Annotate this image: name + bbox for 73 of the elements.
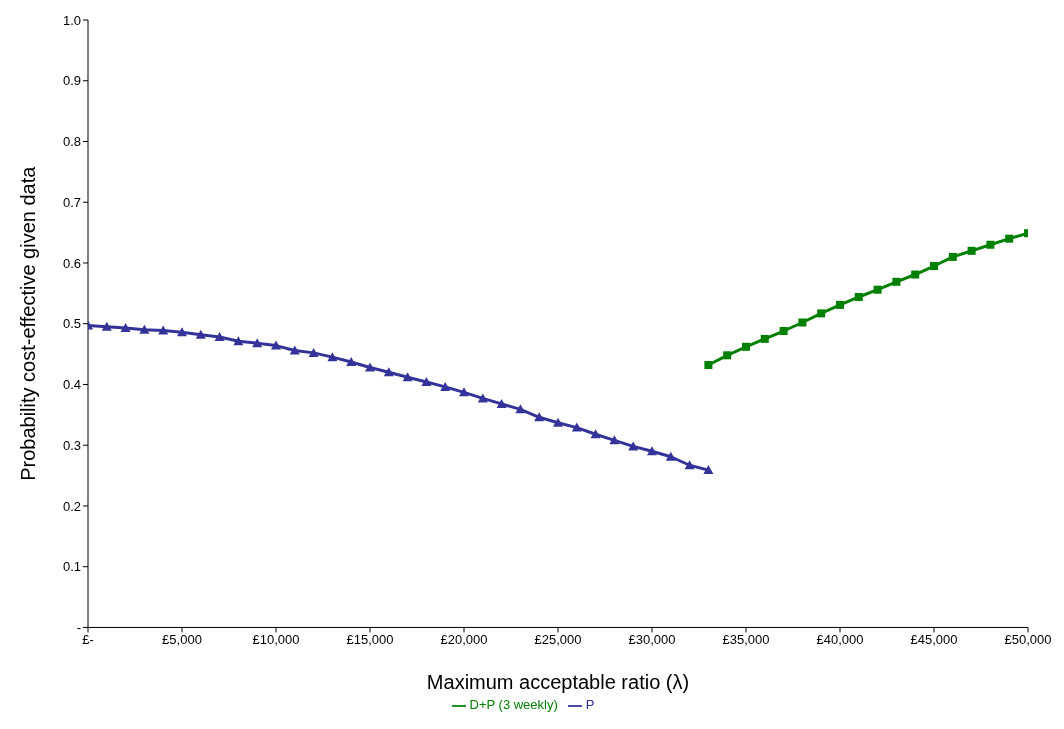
x-axis-title: Maximum acceptable ratio (λ) bbox=[426, 671, 690, 694]
x-tick-label: £50,000 bbox=[1004, 631, 1052, 647]
y-tick-label: 0.9 bbox=[62, 73, 81, 89]
point bbox=[911, 270, 920, 279]
point bbox=[139, 324, 150, 334]
y-tick-label: 0.5 bbox=[62, 316, 81, 332]
x-tick-label: £45,000 bbox=[910, 631, 958, 647]
point bbox=[421, 377, 432, 387]
y-tick-label: 1.0 bbox=[62, 12, 81, 28]
point bbox=[892, 277, 901, 286]
x-tick-label: £10,000 bbox=[252, 631, 300, 647]
point bbox=[647, 446, 657, 456]
point bbox=[496, 398, 507, 408]
point bbox=[383, 367, 394, 377]
point bbox=[1005, 234, 1014, 243]
x-tick-label: £15,000 bbox=[346, 631, 394, 647]
point bbox=[723, 351, 732, 360]
point bbox=[195, 329, 206, 339]
point bbox=[177, 327, 187, 337]
point bbox=[101, 321, 112, 331]
point bbox=[214, 332, 225, 342]
point bbox=[684, 460, 695, 470]
point bbox=[967, 246, 976, 255]
y-tick-label: 0.3 bbox=[62, 437, 81, 453]
x-tick-label: £5,000 bbox=[162, 631, 202, 647]
y-tick-label: 0.4 bbox=[62, 377, 81, 393]
point bbox=[854, 292, 863, 301]
point bbox=[515, 404, 526, 414]
point bbox=[346, 356, 357, 366]
point bbox=[779, 327, 788, 336]
x-tick-label: £20,000 bbox=[440, 631, 488, 647]
point bbox=[798, 318, 807, 327]
point bbox=[817, 309, 826, 318]
point bbox=[158, 325, 169, 335]
legend-label: D+P (3 weekly) bbox=[469, 697, 558, 713]
point bbox=[948, 252, 957, 261]
point bbox=[665, 451, 676, 461]
y-tick-label: 0.1 bbox=[62, 559, 81, 575]
point bbox=[440, 381, 451, 391]
y-tick-label: 0.2 bbox=[62, 498, 81, 514]
point bbox=[327, 352, 338, 362]
point bbox=[986, 240, 995, 249]
point bbox=[873, 285, 882, 294]
point bbox=[571, 422, 582, 432]
point bbox=[534, 412, 545, 422]
point bbox=[836, 300, 844, 309]
point bbox=[252, 338, 263, 348]
point bbox=[553, 417, 563, 427]
x-tick-label: £- bbox=[82, 631, 94, 647]
point bbox=[402, 372, 413, 382]
x-tick-label: £25,000 bbox=[534, 631, 582, 647]
point bbox=[760, 334, 769, 343]
point bbox=[271, 340, 281, 350]
point bbox=[233, 336, 244, 346]
point bbox=[120, 322, 131, 332]
point bbox=[704, 361, 713, 370]
point bbox=[703, 465, 714, 475]
point bbox=[308, 347, 319, 357]
x-tick-label: £35,000 bbox=[722, 631, 770, 647]
point bbox=[628, 441, 639, 451]
point bbox=[590, 429, 601, 439]
y-tick-label: 0.6 bbox=[62, 255, 81, 271]
y-axis-title: Probability cost-effective given data bbox=[17, 165, 40, 481]
y-tick-label: 0.8 bbox=[62, 134, 81, 150]
point bbox=[459, 387, 469, 397]
point bbox=[609, 435, 620, 445]
y-tick-label: 0.7 bbox=[62, 194, 81, 210]
point bbox=[742, 342, 750, 351]
x-tick-label: £40,000 bbox=[816, 631, 864, 647]
x-tick-label: £30,000 bbox=[628, 631, 676, 647]
point bbox=[930, 262, 938, 271]
y-tick-label: - bbox=[76, 620, 81, 636]
legend-label: P bbox=[585, 697, 595, 713]
